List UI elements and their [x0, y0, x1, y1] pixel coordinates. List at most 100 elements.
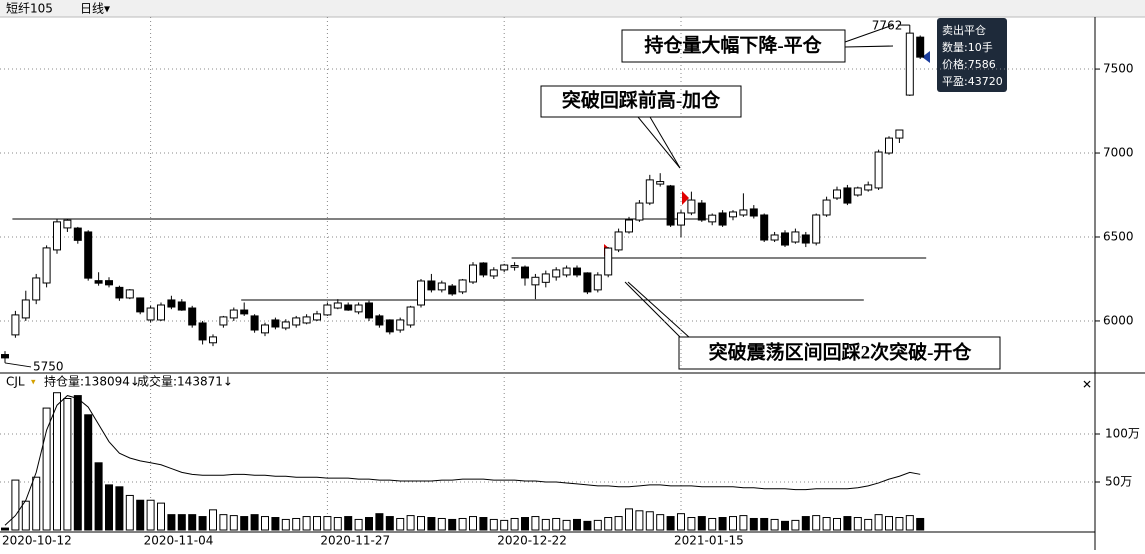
volume-bar [791, 519, 800, 531]
volume-bar [864, 518, 873, 531]
volume-bar [188, 514, 197, 531]
candle-body [760, 214, 769, 241]
period[interactable]: 日线▾ [80, 2, 110, 16]
candle-body [687, 199, 696, 214]
volume-bar [53, 392, 61, 531]
low-pointer [4, 362, 32, 368]
volume-bar [739, 515, 748, 531]
volume-bar [21, 500, 30, 531]
candle-body [427, 280, 436, 291]
annotation-box [621, 29, 846, 63]
candle-body [916, 36, 925, 58]
candle-body [344, 304, 353, 311]
volume-bar [905, 515, 914, 531]
dropdown[interactable]: ▾ [31, 378, 36, 388]
annotation-box [540, 85, 742, 118]
low-label: 5750 [33, 359, 64, 373]
candle-body [271, 319, 280, 328]
volume-bar [292, 517, 301, 531]
volume-bar [489, 518, 498, 531]
candle-body [1, 354, 9, 359]
volume-bar [916, 517, 925, 531]
volume-bar [874, 514, 883, 531]
candle-body [781, 232, 789, 246]
volume-bar [781, 520, 789, 531]
candle-body [198, 322, 207, 341]
candle-body [500, 264, 509, 271]
candle-body [573, 267, 581, 276]
candle-body [739, 209, 748, 216]
annotation: 持仓量大幅下降-平仓 [644, 33, 822, 56]
candle-body [541, 273, 550, 283]
volume-bar [219, 514, 228, 531]
candle-body [562, 267, 571, 276]
candle-body [73, 227, 82, 241]
candle-body [666, 185, 675, 226]
volume-bar [687, 517, 696, 531]
volume-bar [94, 462, 103, 531]
volume-bar [500, 519, 509, 531]
volume-bar [760, 517, 769, 531]
candle-body [240, 309, 249, 315]
volume-bar [146, 499, 155, 531]
volume-bar [635, 510, 644, 531]
annotation: 突破震荡区间回踩2次突破-开仓 [709, 340, 973, 363]
volume-bar [229, 515, 238, 531]
volume-bar [853, 517, 862, 531]
candle-body [853, 187, 862, 196]
volume-bar [562, 519, 571, 531]
annotation: 突破回踩前高-加仓 [562, 88, 721, 111]
candle-body [84, 231, 93, 279]
candle-body [105, 280, 113, 286]
candle-body [115, 286, 124, 299]
candle-body [302, 316, 311, 324]
volume-bar [271, 517, 280, 531]
candle-body [552, 269, 561, 278]
indicator[interactable]: CJL [6, 375, 25, 389]
y-tick-label: 7500 [1103, 62, 1134, 76]
oi-label: 持仓量:138094↓ [44, 374, 140, 389]
candle-body [157, 304, 165, 321]
candle-body [697, 202, 706, 221]
y-tick-label: 100万 [1105, 427, 1140, 441]
candle-body [209, 336, 217, 344]
candle-body [146, 307, 155, 321]
sell-marker [922, 51, 930, 63]
volume-bar [822, 517, 831, 531]
candle-body [645, 179, 654, 204]
volume-bar [541, 518, 550, 531]
volume-bar [645, 511, 654, 531]
volume-bar [521, 517, 529, 531]
candle-body [448, 285, 457, 295]
candle-body [21, 299, 30, 319]
volume-bar [385, 516, 394, 531]
volume-bar [593, 519, 602, 531]
candle-body [593, 274, 602, 291]
candle-body [63, 219, 72, 229]
volume-bar [344, 516, 353, 531]
candle-body [281, 321, 290, 329]
candle-body [125, 289, 134, 299]
volume-bar [749, 517, 758, 531]
volume-bar [510, 517, 519, 531]
candle-body [458, 279, 467, 293]
candle-body [656, 181, 665, 185]
candle-body [417, 280, 425, 306]
volume-bar [136, 499, 145, 531]
candle-body [292, 317, 301, 326]
volume-bar [177, 514, 186, 531]
volume-bar [552, 517, 561, 531]
candle-body [354, 304, 363, 313]
volume-bar [729, 516, 737, 531]
symbol[interactable]: 短纤105 [6, 2, 53, 16]
volume-bar [697, 516, 706, 531]
volume-bar [812, 515, 821, 531]
annotation-box [678, 336, 1001, 370]
candle-body [479, 262, 488, 276]
x-tick-label: 2020-11-27 [320, 534, 390, 548]
close-button[interactable]: ✕ [1082, 378, 1092, 392]
candle-body [406, 306, 415, 326]
candle-body [791, 231, 800, 243]
candle-body [801, 234, 810, 244]
volume-bar [1, 527, 9, 531]
